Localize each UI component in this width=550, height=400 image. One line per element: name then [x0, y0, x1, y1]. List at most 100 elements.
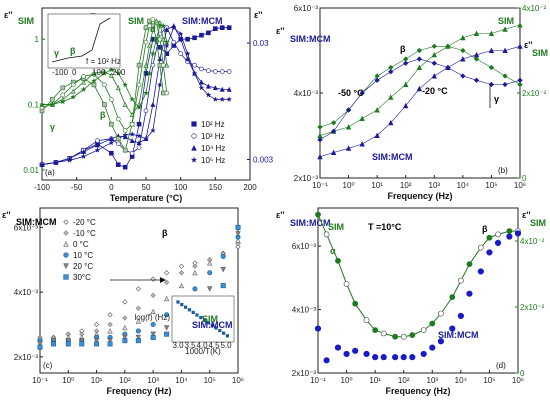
b-point	[488, 47, 495, 54]
c-inset-point	[206, 321, 211, 325]
d-xtick-label: 10⁴	[455, 376, 468, 385]
c-inset-point	[218, 328, 222, 333]
d-point	[323, 357, 330, 364]
d-point	[477, 244, 484, 251]
a-point	[136, 145, 142, 150]
a-point	[80, 153, 87, 160]
a-point	[91, 70, 97, 76]
c-point	[163, 295, 170, 302]
a-point	[60, 85, 66, 91]
d-point	[514, 230, 522, 237]
c-xtick-label: 10²	[119, 376, 131, 385]
c-point	[164, 270, 170, 276]
a-xtick-label: 150	[209, 183, 223, 192]
a-xlabel: Temperature (°C)	[110, 193, 182, 203]
b-point	[345, 145, 352, 151]
b-point	[403, 60, 409, 66]
c-point	[122, 315, 128, 321]
c-point	[50, 341, 56, 347]
d-ytick-right-label: 2x10⁻²	[520, 303, 545, 312]
d-point	[409, 354, 416, 361]
b-ann-m20: -20 °C	[422, 86, 448, 96]
a-point	[146, 70, 153, 77]
d-point	[343, 350, 350, 358]
b-xtick-label: 10²	[400, 181, 412, 190]
d-xtick-label: 10⁰	[341, 376, 353, 385]
d-point	[334, 344, 342, 351]
d-ylabel-right: ε''	[522, 210, 531, 220]
a-point	[136, 132, 143, 139]
b-point	[388, 94, 394, 100]
b-point	[345, 124, 352, 130]
c-point	[163, 325, 170, 331]
a-point	[185, 36, 190, 42]
a-point	[149, 127, 156, 134]
c-point	[122, 334, 128, 341]
a-point	[198, 79, 204, 85]
a-point	[147, 23, 152, 29]
d-point	[380, 354, 387, 361]
a-point	[185, 56, 191, 62]
c-ylabel-left-sub: SIM:MCM	[16, 217, 57, 227]
b-point	[330, 149, 337, 155]
a-point	[164, 26, 170, 32]
b-point	[517, 43, 523, 49]
d-point	[372, 354, 379, 361]
a-legend-marker	[190, 156, 198, 163]
b-point	[388, 69, 394, 75]
b-point	[416, 47, 422, 54]
a-legend-label: 10³ Hz	[201, 132, 225, 141]
a-point	[122, 128, 128, 133]
d-point	[314, 325, 322, 332]
c-ytick-label: 2x10⁻³	[14, 353, 39, 362]
c-xtick-label: 10¹	[91, 376, 103, 385]
c-inset-simmcm: SIM:MCM	[192, 320, 233, 330]
a-point	[219, 69, 225, 74]
a-point	[122, 81, 129, 88]
b-xtick-label: 10³	[429, 181, 441, 190]
a-point	[149, 50, 156, 57]
a-point	[129, 121, 135, 127]
c-ytick-label: 4x10⁻³	[14, 288, 39, 297]
c-inset-tick: 3.0	[172, 341, 184, 350]
b-point	[445, 64, 451, 70]
a-point	[129, 131, 136, 138]
b-xlabel: Frequency (Hz)	[387, 191, 452, 201]
b-point	[473, 30, 480, 37]
d-point	[477, 268, 484, 275]
d-ytick-right-label: 0	[520, 369, 525, 378]
c-inset-point	[210, 323, 214, 328]
c-inset-sim: SIM	[202, 314, 218, 324]
c-point	[192, 286, 198, 292]
a-point	[192, 62, 197, 68]
d-sim-fit	[317, 214, 518, 338]
c-xtick-label: 10⁶	[232, 376, 244, 385]
a-point	[143, 108, 149, 114]
a-point	[52, 159, 59, 166]
c-point	[235, 231, 241, 237]
a-point	[156, 81, 163, 88]
b-point	[416, 64, 423, 70]
c-point	[150, 308, 156, 315]
d-point	[363, 317, 370, 324]
c-xtick-label: 10⁻¹	[32, 376, 48, 385]
d-point	[457, 277, 464, 284]
d-ytick-label: 6x10⁻³	[292, 242, 317, 251]
d-ann-temp: T =10°C	[368, 222, 402, 232]
b-point	[345, 107, 352, 113]
a-ytick-right-label: 0.03	[253, 39, 269, 48]
d-point	[409, 332, 416, 338]
c-inset-point	[195, 313, 199, 317]
d-point	[457, 312, 464, 319]
c-point	[220, 283, 226, 289]
b-ylabel-left-sub: SIM:MCM	[290, 34, 331, 44]
c-point	[207, 270, 213, 276]
a-point	[80, 86, 87, 93]
c-legend-label: 30°C	[73, 273, 91, 282]
a-point	[60, 92, 66, 98]
b-xtick-label: 10⁶	[514, 181, 526, 190]
a-point	[122, 147, 128, 153]
a-point	[199, 66, 204, 72]
c-ann-beta: β	[162, 228, 168, 238]
c-point	[122, 324, 128, 331]
